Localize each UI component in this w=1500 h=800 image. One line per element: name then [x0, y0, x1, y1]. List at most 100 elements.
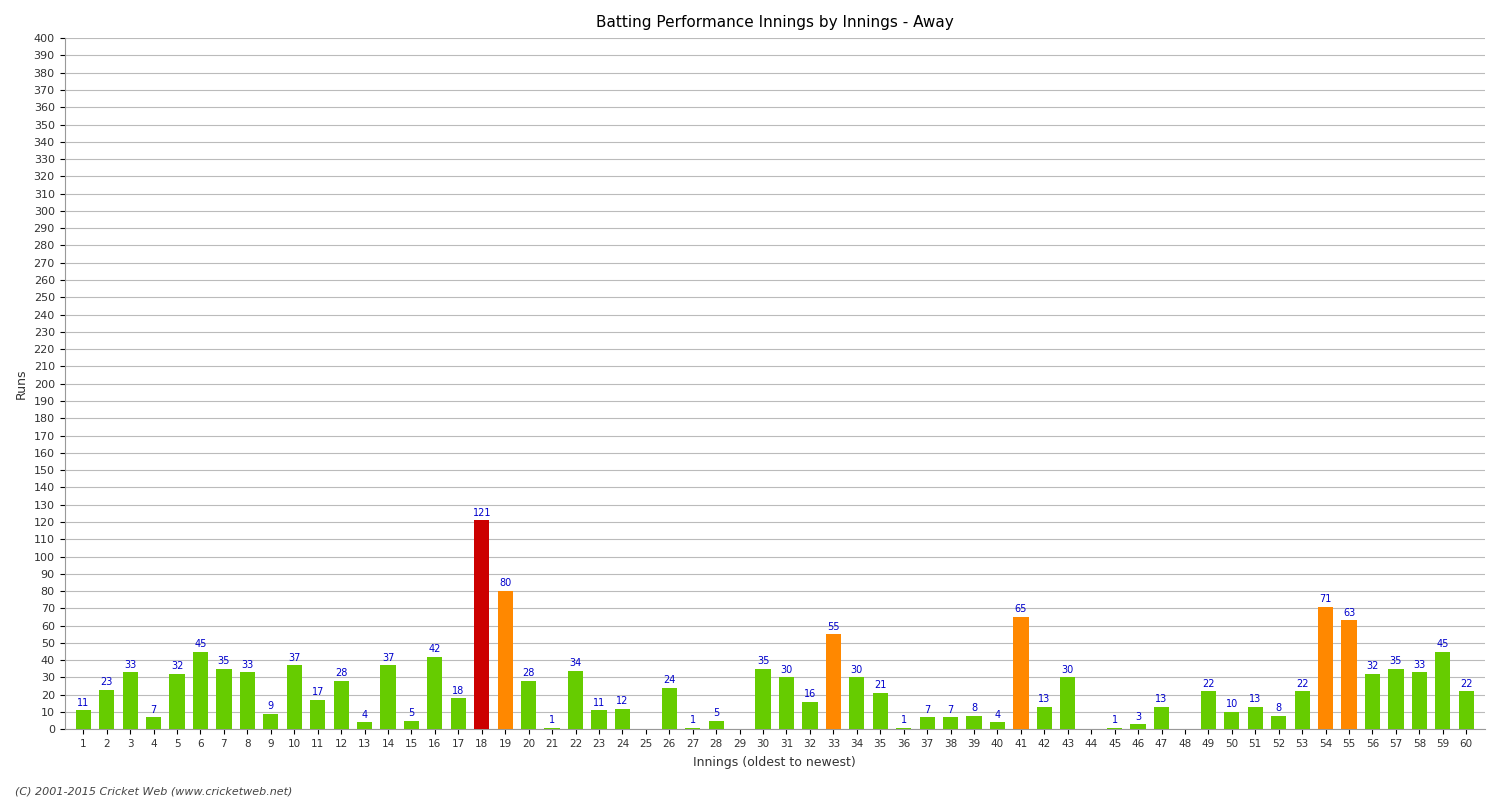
Text: 11: 11 [76, 698, 90, 708]
Text: 121: 121 [472, 508, 490, 518]
Title: Batting Performance Innings by Innings - Away: Batting Performance Innings by Innings -… [596, 15, 954, 30]
Bar [1270, 715, 1287, 730]
Bar [1294, 691, 1310, 730]
Text: 7: 7 [150, 705, 156, 714]
Text: 7: 7 [924, 705, 930, 714]
Bar [615, 709, 630, 730]
Text: 22: 22 [1296, 678, 1308, 689]
Bar [427, 657, 442, 730]
Bar [286, 666, 302, 730]
Bar [662, 688, 676, 730]
Bar [1014, 617, 1029, 730]
Bar [1341, 621, 1356, 730]
Bar [170, 674, 184, 730]
Bar [520, 681, 537, 730]
Bar [381, 666, 396, 730]
Text: 11: 11 [592, 698, 604, 708]
Text: 1: 1 [1112, 715, 1118, 725]
Text: 37: 37 [382, 653, 394, 663]
X-axis label: Innings (oldest to newest): Innings (oldest to newest) [693, 756, 856, 769]
Text: (C) 2001-2015 Cricket Web (www.cricketweb.net): (C) 2001-2015 Cricket Web (www.cricketwe… [15, 786, 292, 796]
Bar [568, 670, 584, 730]
Text: 33: 33 [1413, 660, 1425, 670]
Text: 8: 8 [970, 703, 976, 713]
Bar [333, 681, 348, 730]
Text: 16: 16 [804, 689, 816, 699]
Bar [99, 690, 114, 730]
Text: 55: 55 [827, 622, 840, 632]
Bar [990, 722, 1005, 730]
Bar [825, 634, 842, 730]
Text: 1: 1 [900, 715, 906, 725]
Text: 37: 37 [288, 653, 300, 663]
Text: 4: 4 [994, 710, 1000, 720]
Text: 10: 10 [1226, 699, 1238, 710]
Text: 34: 34 [570, 658, 582, 668]
Bar [310, 700, 326, 730]
Text: 35: 35 [1389, 656, 1402, 666]
Bar [896, 728, 912, 730]
Text: 1: 1 [690, 715, 696, 725]
Bar [240, 672, 255, 730]
Bar [1202, 691, 1216, 730]
Bar [75, 710, 92, 730]
Bar [404, 721, 418, 730]
Bar [146, 718, 160, 730]
Text: 63: 63 [1342, 608, 1354, 618]
Text: 17: 17 [312, 687, 324, 698]
Text: 45: 45 [195, 639, 207, 649]
Text: 13: 13 [1250, 694, 1262, 704]
Bar [262, 714, 279, 730]
Bar [591, 710, 606, 730]
Text: 35: 35 [758, 656, 770, 666]
Bar [686, 728, 700, 730]
Text: 24: 24 [663, 675, 675, 686]
Text: 1: 1 [549, 715, 555, 725]
Bar [849, 678, 864, 730]
Text: 9: 9 [267, 701, 274, 711]
Bar [544, 728, 560, 730]
Text: 28: 28 [334, 668, 348, 678]
Bar [1365, 674, 1380, 730]
Bar [778, 678, 794, 730]
Bar [123, 672, 138, 730]
Bar [474, 520, 489, 730]
Text: 30: 30 [780, 665, 792, 675]
Bar [1436, 651, 1450, 730]
Bar [1060, 678, 1076, 730]
Text: 7: 7 [948, 705, 954, 714]
Bar [966, 715, 981, 730]
Text: 32: 32 [171, 662, 183, 671]
Bar [1389, 669, 1404, 730]
Text: 80: 80 [500, 578, 512, 589]
Text: 8: 8 [1275, 703, 1282, 713]
Text: 12: 12 [616, 696, 628, 706]
Text: 30: 30 [850, 665, 862, 675]
Bar [944, 718, 958, 730]
Bar [873, 693, 888, 730]
Bar [1412, 672, 1426, 730]
Bar [1036, 707, 1052, 730]
Text: 42: 42 [429, 644, 441, 654]
Bar [357, 722, 372, 730]
Text: 35: 35 [217, 656, 229, 666]
Bar [1107, 728, 1122, 730]
Bar [708, 721, 724, 730]
Bar [216, 669, 231, 730]
Text: 5: 5 [712, 708, 720, 718]
Bar [1318, 606, 1334, 730]
Text: 22: 22 [1460, 678, 1473, 689]
Text: 33: 33 [242, 660, 254, 670]
Text: 13: 13 [1155, 694, 1167, 704]
Bar [194, 651, 208, 730]
Text: 28: 28 [522, 668, 536, 678]
Bar [1224, 712, 1239, 730]
Text: 65: 65 [1014, 605, 1028, 614]
Text: 30: 30 [1062, 665, 1074, 675]
Bar [1154, 707, 1168, 730]
Text: 4: 4 [362, 710, 368, 720]
Text: 21: 21 [874, 681, 886, 690]
Text: 5: 5 [408, 708, 414, 718]
Bar [756, 669, 771, 730]
Bar [498, 591, 513, 730]
